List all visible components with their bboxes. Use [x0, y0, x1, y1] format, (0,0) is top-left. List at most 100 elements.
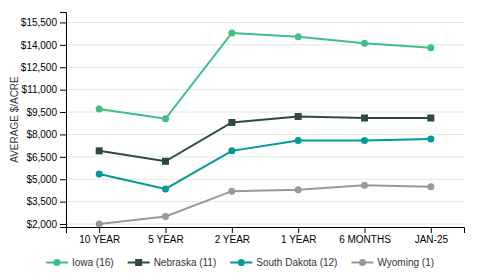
legend-label: Wyoming (1)	[377, 257, 434, 268]
point	[361, 137, 368, 144]
y-axis-line	[60, 13, 67, 228]
legend-label: South Dakota (12)	[256, 257, 337, 268]
chart-svg: Iowa (16) Nebraska (11) South Dakota (12) W…	[0, 0, 480, 274]
grid-line	[66, 89, 464, 90]
point	[162, 185, 169, 192]
y-tick: $14,000	[21, 40, 66, 51]
y-tick-mark	[60, 22, 66, 23]
y-tick: $6,500	[26, 152, 66, 163]
x-tick-mark	[431, 227, 432, 233]
grid-line	[66, 134, 464, 135]
y-axis: $2,000 $3,500 $5,000 $6,500 $8,000 $9,500 $11,…	[21, 13, 67, 230]
point	[162, 158, 169, 165]
x-tick-label: 2 YEAR	[215, 234, 250, 245]
y-tick-label: $3,500	[26, 196, 57, 207]
y-tick-label: $14,000	[21, 40, 58, 51]
x-tick-label: 1 YEAR	[281, 234, 316, 245]
legend-marker	[238, 259, 245, 266]
y-tick-label: $9,500	[26, 107, 57, 118]
x-tick-label: 10 YEAR	[79, 234, 120, 245]
point	[361, 115, 368, 122]
marks	[96, 29, 435, 227]
y-tick: $12,500	[21, 62, 66, 73]
x-tick: 6 MONTHS	[339, 227, 391, 245]
y-tick-label: $12,500	[21, 62, 58, 73]
x-tick: 5 YEAR	[148, 227, 183, 245]
y-tick: $8,000	[26, 129, 66, 140]
y-tick-label: $8,000	[26, 129, 57, 140]
point	[361, 182, 368, 189]
grid	[66, 22, 464, 224]
y-tick-label: $5,000	[26, 174, 57, 185]
chart-container: Iowa (16) Nebraska (11) South Dakota (12) W…	[0, 0, 480, 274]
point	[228, 188, 235, 195]
point	[96, 147, 103, 154]
point	[96, 221, 103, 227]
x-tick: 1 YEAR	[281, 227, 316, 245]
plot: $2,000 $3,500 $5,000 $6,500 $8,000 $9,500 $11,…	[21, 13, 465, 246]
series	[96, 182, 435, 227]
x-tick-mark	[166, 227, 167, 233]
y-tick: $15,500	[21, 17, 66, 28]
y-tick-label: $15,500	[21, 17, 58, 28]
y-tick-mark	[60, 112, 66, 113]
y-tick-mark	[60, 134, 66, 135]
y-tick-mark	[60, 45, 66, 46]
series	[96, 135, 435, 192]
point	[295, 113, 302, 120]
point	[427, 44, 434, 51]
point	[228, 29, 235, 36]
grid-line	[66, 201, 464, 202]
series	[96, 29, 435, 122]
point	[96, 106, 103, 113]
y-tick-mark	[60, 157, 66, 158]
y-tick-mark	[60, 90, 66, 91]
x-axis: 10 YEAR 5 YEAR 2 YEAR 1 YEAR 6 MONTHS JAN-25	[67, 227, 465, 245]
legend-item: South Dakota (12)	[230, 257, 337, 268]
point	[427, 135, 434, 142]
legend-label: Nebraska (11)	[154, 257, 217, 268]
grid-line	[66, 67, 464, 68]
point	[295, 137, 302, 144]
y-tick: $3,500	[26, 196, 66, 207]
legend-marker	[135, 259, 142, 266]
legend-item: Wyoming (1)	[351, 257, 434, 268]
y-tick-mark	[60, 224, 66, 225]
y-tick: $11,000	[22, 84, 66, 95]
x-tick: JAN-25	[415, 227, 449, 245]
point	[228, 119, 235, 126]
grid-line	[66, 224, 464, 225]
y-tick-label: $11,000	[22, 84, 58, 95]
x-tick: 10 YEAR	[79, 227, 120, 245]
grid-line	[66, 156, 464, 157]
point	[295, 33, 302, 40]
series-line	[99, 33, 431, 119]
x-tick-mark	[99, 227, 100, 233]
series-line	[99, 185, 431, 224]
legend: Iowa (16) Nebraska (11) South Dakota (12) W…	[46, 257, 434, 268]
point	[162, 213, 169, 220]
y-tick-mark	[60, 179, 66, 180]
y-tick: $9,500	[26, 107, 66, 118]
point	[295, 186, 302, 193]
grid-line	[66, 22, 464, 23]
x-axis-line	[67, 228, 465, 234]
series-line	[99, 117, 431, 162]
x-tick-mark	[365, 227, 366, 233]
point	[361, 40, 368, 47]
legend-item: Nebraska (11)	[128, 257, 217, 268]
point	[427, 183, 434, 190]
y-tick-label: $2,000	[26, 219, 57, 230]
x-tick-mark	[232, 227, 233, 233]
series-line	[99, 139, 431, 189]
x-tick-label: 5 YEAR	[148, 234, 183, 245]
legend-item: Iowa (16)	[46, 257, 114, 268]
x-tick-mark	[298, 227, 299, 233]
y-tick: $5,000	[26, 174, 66, 185]
x-tick: 2 YEAR	[215, 227, 250, 245]
legend-marker	[359, 259, 366, 266]
x-tick-label: JAN-25	[415, 234, 449, 245]
y-tick-mark	[60, 67, 66, 68]
point	[96, 170, 103, 177]
point	[427, 115, 434, 122]
